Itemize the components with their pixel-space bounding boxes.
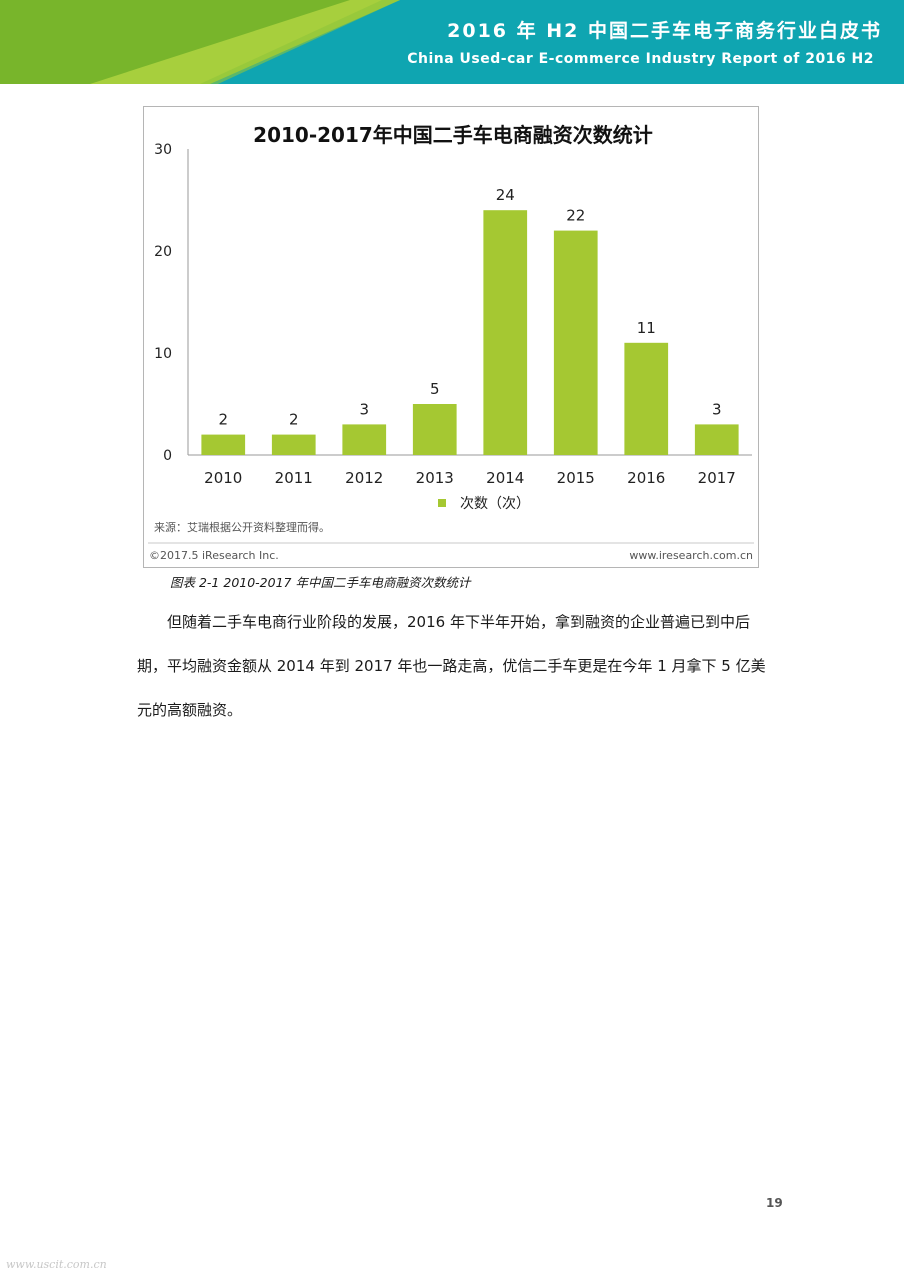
figure-caption: 图表 2-1 2010-2017 年中国二手车电商融资次数统计 (170, 575, 471, 590)
data-label-2017: 3 (712, 400, 722, 418)
bar-2014 (483, 210, 528, 455)
data-label-2012: 3 (359, 400, 369, 418)
source-note: 来源：艾瑞根据公开资料整理而得。 (154, 520, 330, 534)
bar-2011 (271, 434, 316, 455)
bar-2017 (694, 424, 739, 455)
page-number: 19 (766, 1196, 783, 1210)
x-tick-label-2010: 2010 (204, 469, 242, 487)
website-text: www.iresearch.com.cn (629, 549, 753, 562)
y-tick-label: 10 (154, 346, 172, 362)
x-tick-label-2017: 2017 (698, 469, 736, 487)
bar-2013 (412, 404, 457, 455)
report-subtitle: China Used-car E-commerce Industry Repor… (407, 51, 874, 67)
data-label-2016: 11 (637, 319, 656, 337)
x-tick-label-2012: 2012 (345, 469, 383, 487)
x-tick-label-2015: 2015 (557, 469, 595, 487)
x-tick-label-2014: 2014 (486, 469, 524, 487)
data-label-2013: 5 (430, 380, 440, 398)
legend-swatch (438, 499, 446, 507)
bar-2015 (553, 230, 598, 455)
data-label-2014: 24 (496, 186, 515, 204)
bar-2012 (342, 424, 387, 455)
data-label-2011: 2 (289, 411, 299, 429)
watermark: www.uscit.com.cn (6, 1258, 107, 1271)
bar-2016 (624, 342, 669, 455)
bar-2010 (201, 434, 246, 455)
x-tick-label-2011: 2011 (275, 469, 313, 487)
copyright-text: ©2017.5 iResearch Inc. (149, 549, 279, 562)
legend-label: 次数（次） (460, 496, 530, 512)
header-band: 2016 年 H2 中国二手车电子商务行业白皮书 China Used-car … (0, 0, 904, 84)
body-paragraph: 但随着二手车电商行业阶段的发展，2016 年下半年开始，拿到融资的企业普遍已到中… (137, 613, 766, 719)
y-tick-label: 20 (154, 244, 172, 260)
y-tick-label: 30 (154, 142, 172, 158)
report-title: 2016 年 H2 中国二手车电子商务行业白皮书 (447, 20, 882, 42)
chart-title: 2010-2017年中国二手车电商融资次数统计 (253, 123, 653, 147)
x-tick-label-2016: 2016 (627, 469, 665, 487)
header-background (0, 0, 904, 84)
y-tick-label: 0 (163, 448, 172, 464)
data-label-2015: 22 (566, 207, 585, 225)
data-label-2010: 2 (218, 411, 228, 429)
x-tick-label-2013: 2013 (416, 469, 454, 487)
bar-chart: 2010-2017年中国二手车电商融资次数统计 2201022011320125… (148, 123, 754, 562)
chart-figure: 2010-2017年中国二手车电商融资次数统计 2 2010 2 2011 3 2012 5… (143, 106, 759, 568)
